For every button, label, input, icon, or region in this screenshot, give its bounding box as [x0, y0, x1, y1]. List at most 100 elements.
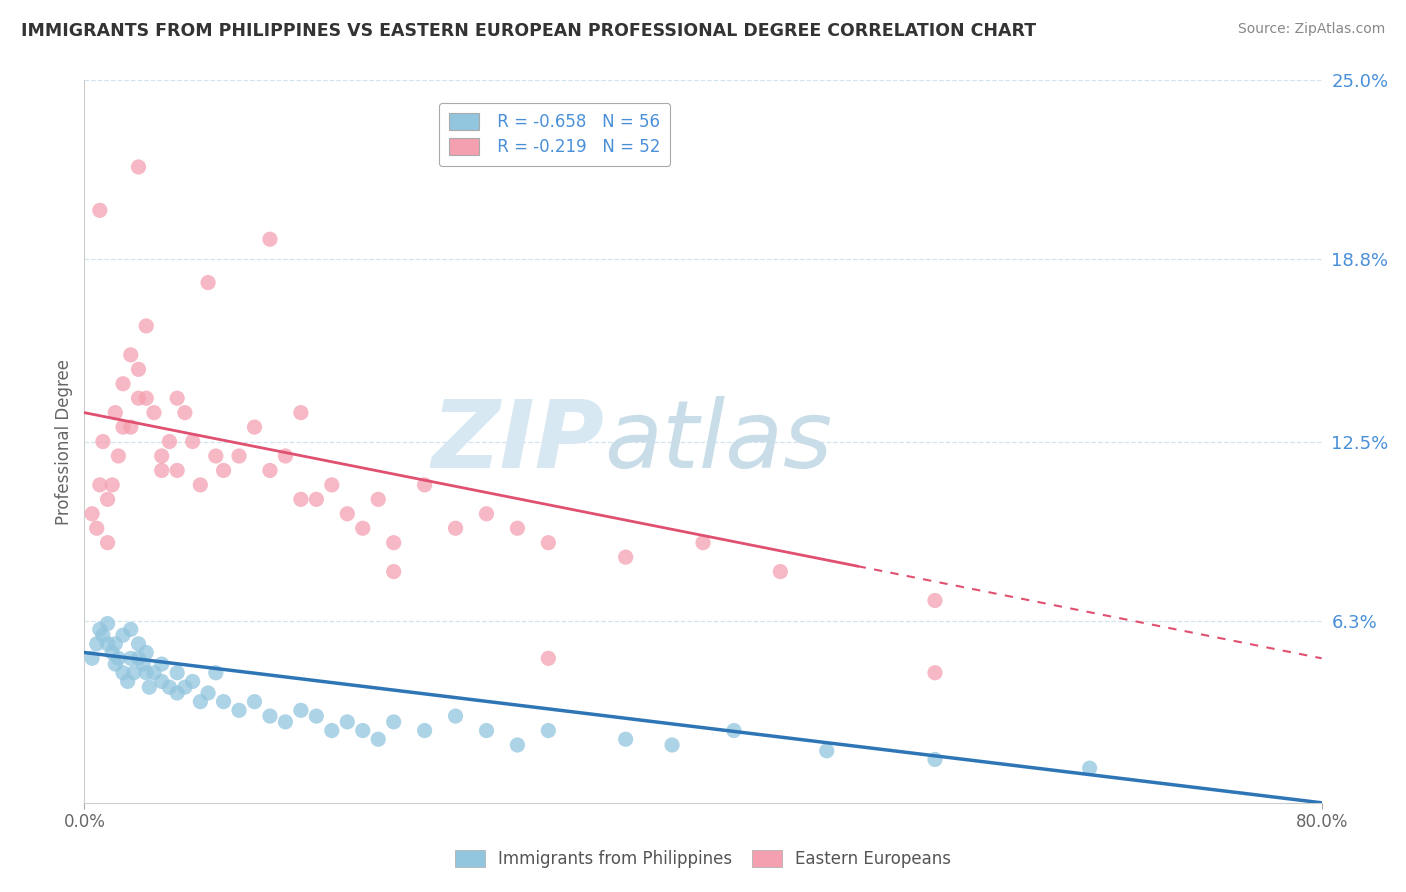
- Point: [107, 449, 129, 463]
- Point: [127, 362, 149, 376]
- Point: [127, 391, 149, 405]
- Point: [382, 565, 405, 579]
- Point: [91, 628, 114, 642]
- Point: [723, 723, 745, 738]
- Point: [135, 665, 157, 680]
- Point: [127, 160, 149, 174]
- Point: [96, 492, 118, 507]
- Point: [104, 637, 127, 651]
- Point: [336, 714, 359, 729]
- Point: [614, 732, 637, 747]
- Point: [150, 674, 173, 689]
- Point: [212, 695, 235, 709]
- Point: [91, 434, 114, 449]
- Point: [243, 695, 266, 709]
- Point: [96, 616, 118, 631]
- Point: [82, 507, 104, 521]
- Point: [166, 686, 188, 700]
- Point: [506, 521, 529, 535]
- Point: [413, 478, 436, 492]
- Point: [259, 463, 281, 477]
- Point: [382, 535, 405, 549]
- Point: [228, 703, 250, 717]
- Point: [89, 478, 111, 492]
- Point: [127, 651, 149, 665]
- Point: [614, 550, 637, 565]
- Point: [290, 703, 312, 717]
- Point: [135, 318, 157, 333]
- Point: [188, 695, 212, 709]
- Point: [150, 449, 173, 463]
- Point: [150, 657, 173, 671]
- Point: [143, 665, 166, 680]
- Text: IMMIGRANTS FROM PHILIPPINES VS EASTERN EUROPEAN PROFESSIONAL DEGREE CORRELATION : IMMIGRANTS FROM PHILIPPINES VS EASTERN E…: [21, 22, 1036, 40]
- Point: [120, 420, 142, 434]
- Point: [101, 646, 124, 660]
- Point: [122, 665, 145, 680]
- Point: [138, 680, 160, 694]
- Point: [166, 463, 188, 477]
- Point: [924, 752, 946, 766]
- Point: [815, 744, 838, 758]
- Point: [537, 723, 560, 738]
- Point: [382, 714, 405, 729]
- Point: [537, 535, 560, 549]
- Point: [89, 203, 111, 218]
- Point: [112, 376, 135, 391]
- Point: [661, 738, 683, 752]
- Point: [181, 434, 204, 449]
- Point: [112, 420, 135, 434]
- Point: [101, 478, 124, 492]
- Point: [181, 674, 204, 689]
- Point: [112, 628, 135, 642]
- Point: [104, 657, 127, 671]
- Point: [444, 521, 467, 535]
- Point: [274, 714, 297, 729]
- Point: [305, 492, 328, 507]
- Point: [205, 449, 228, 463]
- Point: [127, 637, 149, 651]
- Text: Source: ZipAtlas.com: Source: ZipAtlas.com: [1237, 22, 1385, 37]
- Point: [197, 276, 219, 290]
- Point: [413, 723, 436, 738]
- Point: [86, 637, 108, 651]
- Point: [336, 507, 359, 521]
- Point: [120, 651, 142, 665]
- Point: [1078, 761, 1101, 775]
- Point: [174, 680, 197, 694]
- Point: [150, 463, 173, 477]
- Point: [769, 565, 792, 579]
- Point: [188, 478, 212, 492]
- Point: [367, 492, 389, 507]
- Point: [352, 521, 374, 535]
- Legend: Immigrants from Philippines, Eastern Europeans: Immigrants from Philippines, Eastern Eur…: [449, 843, 957, 875]
- Text: ZIP: ZIP: [432, 395, 605, 488]
- Point: [120, 623, 142, 637]
- Point: [166, 391, 188, 405]
- Point: [352, 723, 374, 738]
- Point: [159, 680, 180, 694]
- Point: [212, 463, 235, 477]
- Point: [924, 593, 946, 607]
- Point: [321, 723, 343, 738]
- Point: [112, 665, 135, 680]
- Point: [692, 535, 714, 549]
- Point: [166, 665, 188, 680]
- Point: [305, 709, 328, 723]
- Point: [159, 434, 180, 449]
- Point: [444, 709, 467, 723]
- Point: [96, 535, 118, 549]
- Point: [135, 646, 157, 660]
- Point: [537, 651, 560, 665]
- Point: [259, 232, 281, 246]
- Text: atlas: atlas: [605, 396, 832, 487]
- Point: [82, 651, 104, 665]
- Point: [367, 732, 389, 747]
- Point: [205, 665, 228, 680]
- Point: [86, 521, 108, 535]
- Point: [120, 348, 142, 362]
- Point: [89, 623, 111, 637]
- Point: [475, 723, 498, 738]
- Point: [197, 686, 219, 700]
- Point: [135, 391, 157, 405]
